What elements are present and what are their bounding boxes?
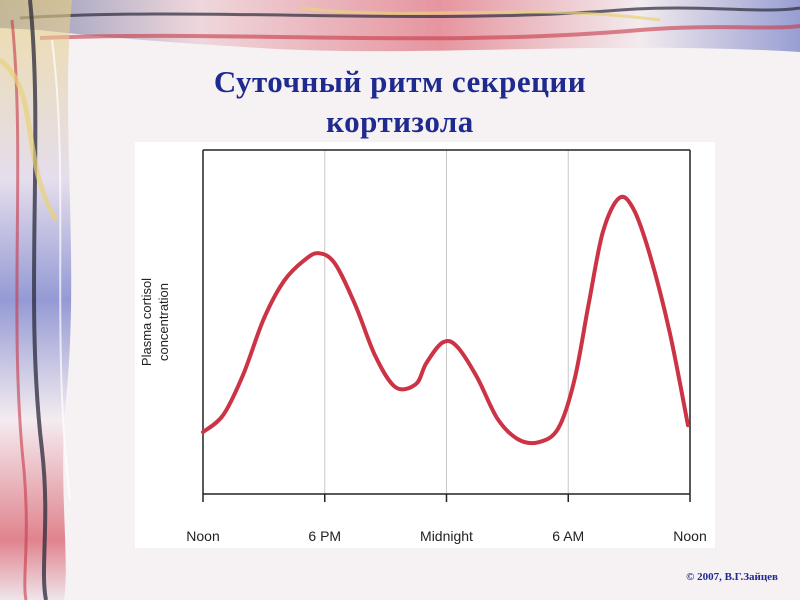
y-axis-label-line: Plasma cortisol xyxy=(139,278,154,366)
copyright-note: © 2007, В.Г.Зайцев xyxy=(686,571,778,583)
y-axis-label-line: concentration xyxy=(156,283,171,361)
slide-title-line-1: Суточный ритм секреции xyxy=(213,64,587,99)
x-tick-label: 6 PM xyxy=(308,528,341,544)
cortisol-curve-line xyxy=(201,194,690,446)
slide-title: Суточный ритм секреции кортизола xyxy=(130,62,670,142)
slide-title-line-2: кортизола xyxy=(326,104,474,139)
x-tick-label: Midnight xyxy=(420,528,473,544)
chart-panel: Noon 6 PM Midnight 6 AM Noon Plasma cortisol c… xyxy=(135,142,715,548)
cortisol-chart: Noon 6 PM Midnight 6 AM Noon Plasma cortisol c… xyxy=(139,149,707,544)
x-tick-label: 6 AM xyxy=(552,528,584,544)
x-tick-label: Noon xyxy=(186,528,219,544)
x-tick-label: Noon xyxy=(673,528,706,544)
